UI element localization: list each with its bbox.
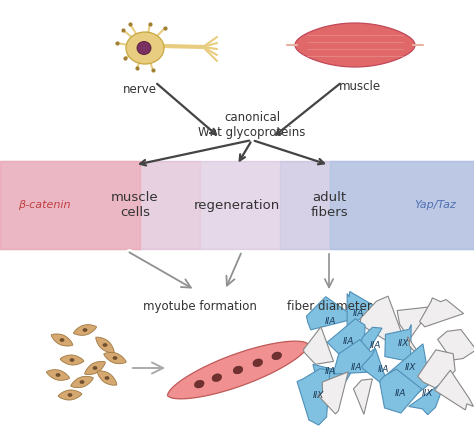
Text: nerve: nerve	[123, 83, 157, 96]
Text: IIX: IIX	[421, 389, 433, 399]
Text: IIA: IIA	[369, 340, 381, 350]
Polygon shape	[385, 325, 411, 362]
Ellipse shape	[272, 352, 282, 360]
Text: adult
fibers: adult fibers	[310, 191, 348, 219]
Text: fiber diameter: fiber diameter	[287, 300, 372, 313]
Text: Yap/Taz: Yap/Taz	[414, 200, 456, 210]
Text: IIA: IIA	[352, 310, 364, 318]
Polygon shape	[51, 334, 73, 346]
Polygon shape	[295, 23, 415, 67]
Bar	[330, 161, 474, 249]
Text: IIA: IIA	[394, 389, 406, 397]
Polygon shape	[46, 370, 70, 380]
Text: myotube formation: myotube formation	[143, 300, 257, 313]
Polygon shape	[385, 344, 430, 396]
Text: IIA: IIA	[350, 363, 362, 373]
Bar	[0, 161, 200, 249]
Polygon shape	[356, 327, 382, 362]
Bar	[0, 161, 474, 249]
Text: muscle: muscle	[339, 80, 381, 93]
Polygon shape	[435, 370, 474, 410]
Text: regeneration: regeneration	[194, 198, 280, 212]
Ellipse shape	[137, 41, 151, 55]
Ellipse shape	[212, 374, 222, 381]
Polygon shape	[333, 340, 379, 374]
Text: IIA: IIA	[342, 337, 354, 347]
Text: IIX: IIX	[397, 340, 409, 348]
Text: IIX: IIX	[312, 392, 324, 400]
Text: IIX: IIX	[404, 363, 416, 373]
Text: β-catenin: β-catenin	[18, 200, 71, 210]
Ellipse shape	[83, 329, 87, 332]
Polygon shape	[407, 336, 428, 367]
Polygon shape	[397, 306, 432, 338]
Polygon shape	[347, 292, 375, 330]
Polygon shape	[438, 329, 474, 360]
Polygon shape	[97, 371, 117, 385]
Polygon shape	[167, 341, 309, 399]
Polygon shape	[96, 337, 114, 353]
Text: muscle
cells: muscle cells	[111, 191, 159, 219]
Ellipse shape	[103, 344, 107, 347]
Ellipse shape	[194, 380, 204, 388]
Ellipse shape	[60, 339, 64, 341]
Polygon shape	[297, 369, 330, 425]
Polygon shape	[380, 369, 422, 413]
Polygon shape	[418, 350, 455, 389]
Polygon shape	[60, 355, 84, 365]
Ellipse shape	[113, 356, 117, 359]
Ellipse shape	[70, 359, 74, 362]
Ellipse shape	[253, 359, 263, 367]
Polygon shape	[327, 319, 365, 362]
Ellipse shape	[93, 366, 97, 370]
Polygon shape	[84, 362, 105, 374]
Polygon shape	[419, 298, 464, 327]
Bar	[280, 161, 474, 249]
Polygon shape	[318, 372, 348, 414]
Polygon shape	[409, 383, 442, 415]
Polygon shape	[104, 352, 126, 364]
Ellipse shape	[105, 377, 109, 380]
Polygon shape	[362, 348, 390, 390]
Polygon shape	[58, 390, 82, 400]
Text: IIA: IIA	[324, 367, 336, 377]
Polygon shape	[71, 376, 93, 388]
Polygon shape	[354, 379, 373, 415]
Ellipse shape	[56, 374, 60, 377]
Bar	[0, 161, 140, 249]
Polygon shape	[360, 296, 404, 346]
Ellipse shape	[126, 32, 164, 64]
Text: IIA: IIA	[377, 366, 389, 374]
Polygon shape	[303, 327, 334, 364]
Polygon shape	[313, 364, 350, 397]
Ellipse shape	[233, 366, 243, 374]
Ellipse shape	[68, 393, 72, 396]
Polygon shape	[307, 297, 356, 330]
Ellipse shape	[80, 381, 84, 384]
Text: IIA: IIA	[324, 318, 336, 326]
Text: canonical
Wnt glycoproteins: canonical Wnt glycoproteins	[198, 111, 306, 139]
Polygon shape	[73, 325, 97, 335]
